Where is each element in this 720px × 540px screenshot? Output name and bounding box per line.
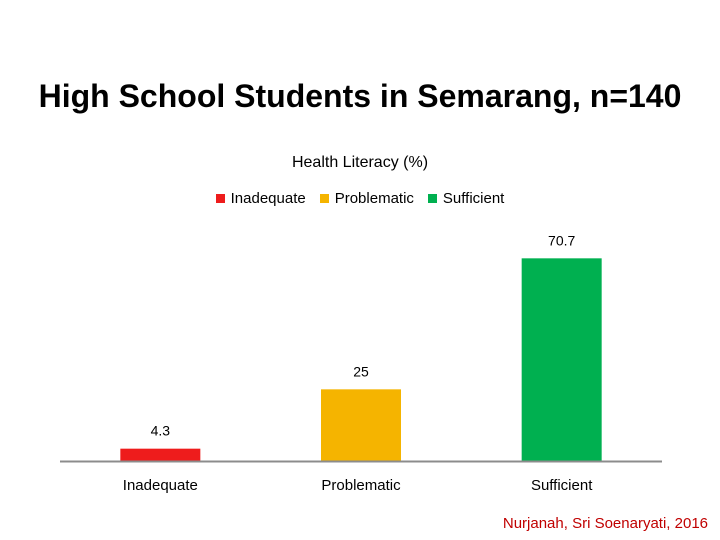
bar-problematic bbox=[321, 389, 401, 461]
bar-sufficient bbox=[521, 258, 602, 461]
data-label-inadequate: 4.3 bbox=[151, 423, 171, 439]
slide-title: High School Students in Semarang, n=140 bbox=[38, 78, 682, 114]
citation: Nurjanah, Sri Soenaryati, 2016 bbox=[502, 515, 708, 532]
legend-item-problematic: Problematic bbox=[319, 190, 414, 207]
x-tick-label-sufficient: Sufficient bbox=[531, 477, 593, 494]
chart-legend: Inadequate Problematic Sufficient bbox=[0, 190, 720, 207]
x-tick-label-problematic: Problematic bbox=[321, 477, 401, 494]
legend-swatch-inadequate bbox=[215, 194, 225, 203]
chart-title: Health Literacy (%) bbox=[291, 154, 429, 171]
legend-item-inadequate: Inadequate bbox=[215, 190, 306, 207]
data-label-problematic: 25 bbox=[353, 363, 369, 379]
legend-swatch-problematic bbox=[319, 194, 329, 203]
legend-label-sufficient: Sufficient bbox=[442, 190, 505, 207]
legend-item-sufficient: Sufficient bbox=[427, 190, 505, 207]
legend-swatch-sufficient bbox=[427, 194, 437, 203]
data-label-sufficient: 70.7 bbox=[548, 232, 575, 248]
x-tick-label-inadequate: Inadequate bbox=[123, 477, 198, 494]
bar-inadequate bbox=[120, 448, 201, 461]
legend-label-problematic: Problematic bbox=[334, 190, 414, 207]
legend-label-inadequate: Inadequate bbox=[230, 190, 306, 207]
